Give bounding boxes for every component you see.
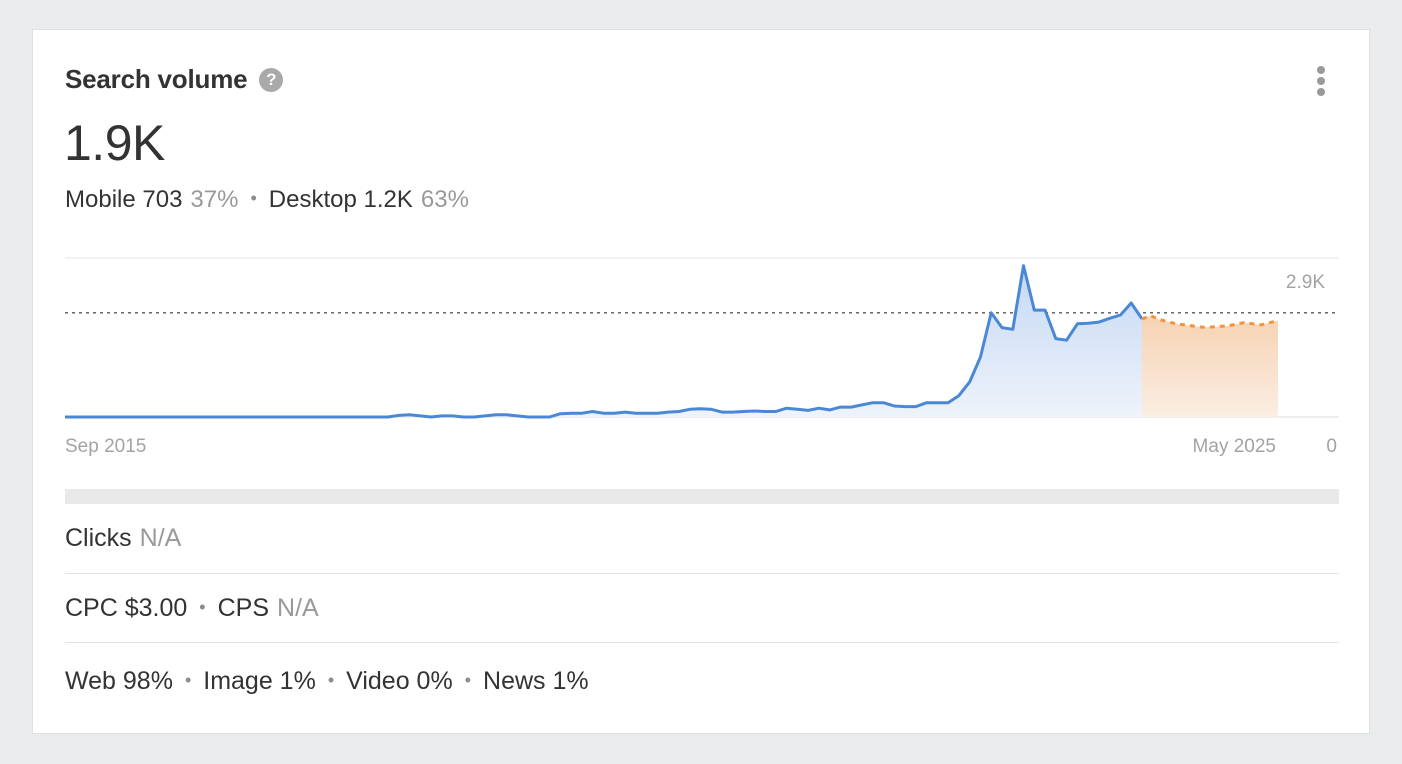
separator-dot: •: [327, 670, 335, 690]
more-vertical-icon[interactable]: [1311, 66, 1331, 96]
row-divider: [65, 642, 1339, 643]
separator-dot: •: [184, 670, 192, 690]
y-min-label: 0: [1326, 436, 1337, 457]
forecast-line: [1141, 313, 1279, 329]
cpc-cps-row: CPC $3.00 • CPS N/A: [65, 594, 1339, 623]
row-divider: [65, 573, 1339, 574]
clicks-row: Clicks N/A: [65, 524, 1339, 553]
serp-type-row: Web 98% • Image 1% • Video 0% • News 1%: [65, 667, 1339, 696]
search-volume-card: Search volume ? 1.9K Mobile 703 37% • De…: [32, 29, 1370, 734]
cps-label: CPS: [217, 594, 270, 622]
forecast-area: [1142, 315, 1278, 417]
clicks-label: Clicks: [65, 524, 132, 552]
history-area: [65, 265, 1142, 417]
section-divider-bar: [65, 489, 1339, 504]
desktop-volume: Desktop 1.2K: [268, 186, 413, 213]
y-max-label: 2.9K: [1286, 272, 1325, 293]
image-share: Image 1%: [203, 667, 316, 695]
x-start-label: Sep 2015: [65, 436, 146, 457]
desktop-percent: 63%: [420, 186, 469, 213]
web-share: Web 98%: [65, 667, 173, 695]
separator-dot: •: [199, 597, 206, 617]
card-title: Search volume: [65, 64, 248, 94]
x-end-label: May 2025: [1193, 436, 1276, 457]
search-volume-chart: 2.9K 0 Sep 2015 May 2025: [65, 257, 1339, 457]
separator-dot: •: [250, 188, 257, 208]
separator-dot: •: [464, 670, 472, 690]
mobile-volume: Mobile 703: [65, 186, 183, 213]
card-header: Search volume ?: [65, 64, 284, 95]
device-split: Mobile 703 37% • Desktop 1.2K 63%: [65, 186, 469, 214]
help-icon[interactable]: ?: [259, 67, 284, 92]
total-search-volume: 1.9K: [64, 115, 165, 171]
news-share: News 1%: [483, 667, 589, 695]
clicks-value: N/A: [139, 524, 182, 552]
history-line: [65, 264, 1144, 419]
video-share: Video 0%: [346, 667, 453, 695]
cps-value: N/A: [277, 594, 319, 622]
mobile-percent: 37%: [190, 186, 239, 213]
cpc-value: CPC $3.00: [65, 594, 188, 622]
